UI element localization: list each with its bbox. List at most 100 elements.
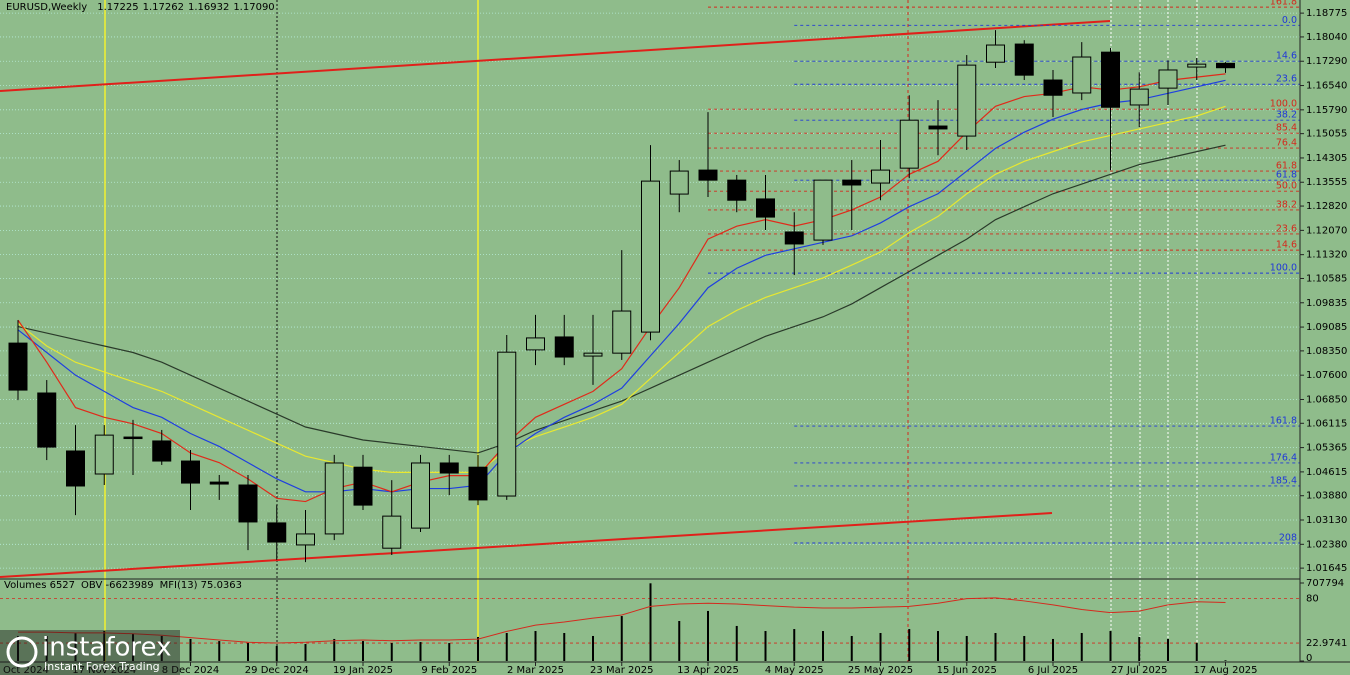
y-tick-label: 1.05365 [1306, 443, 1347, 454]
candle-body [583, 352, 603, 357]
x-tick-label: 2 Mar 2025 [507, 665, 564, 675]
y-tick-label: 1.02380 [1306, 539, 1347, 550]
price: 1.16932 [188, 2, 229, 13]
y-tick-label: 1.12070 [1306, 225, 1347, 236]
x-tick-label: 9 Feb 2025 [421, 665, 477, 675]
candle-body [296, 533, 315, 546]
moving-average [17, 79, 1226, 493]
fib-label: 23.6 [1276, 223, 1297, 234]
channel-line [0, 512, 1053, 578]
fib-label: 208 [1279, 533, 1297, 544]
y-tick-label: 1.15055 [1306, 129, 1347, 140]
candle-body [411, 462, 430, 529]
price: 1.17262 [143, 2, 184, 13]
y-tick-label: 1.12820 [1306, 201, 1347, 212]
fib-label: 38.2 [1276, 110, 1297, 121]
candle-body [181, 460, 200, 484]
candle-body [209, 481, 229, 485]
candle-body [842, 179, 862, 186]
candle-body [382, 515, 402, 549]
logo-backdrop [0, 630, 180, 675]
moving-average [17, 73, 1226, 503]
x-tick-label: 23 Mar 2025 [590, 665, 653, 675]
candle-body [871, 169, 890, 184]
y-tick-label: 1.04615 [1306, 467, 1347, 478]
fib-label: 176.4 [1270, 452, 1297, 463]
x-tick-label: 19 Jan 2025 [333, 665, 393, 675]
candle-body [37, 392, 57, 448]
candle-body [641, 180, 660, 333]
moving-average [17, 105, 1226, 473]
channel-line [0, 20, 1111, 92]
y-tick-label: 1.10585 [1306, 273, 1347, 284]
header: EURUSD,Weekly 1.17225 1.17262 1.16932 1.1709… [6, 2, 275, 13]
candle-body [784, 231, 804, 245]
candle-body [267, 522, 287, 543]
price: 1.17090 [233, 2, 274, 13]
fib-label: 161.8 [1270, 0, 1297, 8]
candle-body [957, 64, 977, 137]
symbol: EURUSD,Weekly [6, 2, 87, 13]
x-tick-label: 25 May 2025 [848, 665, 913, 675]
fib-label: 14.6 [1276, 51, 1297, 62]
y-tick-label: 1.03880 [1306, 491, 1347, 502]
candle-body [899, 119, 919, 169]
y-tick-label: 1.17290 [1306, 56, 1347, 67]
fib-label: 50.0 [1276, 181, 1297, 192]
indicator: MFI(13) 75.0363 [160, 580, 242, 591]
candle-body [1072, 56, 1092, 94]
y-tick-label: 1.06850 [1306, 394, 1347, 405]
lower-tick-label: 80 [1306, 594, 1319, 605]
y-tick-label: 1.09835 [1306, 298, 1347, 309]
fib-label: 61.8 [1276, 170, 1297, 181]
candle-body [554, 336, 574, 358]
candle-body [1043, 79, 1063, 96]
candle-body [986, 44, 1005, 63]
candle-body [1014, 43, 1034, 76]
candle-body [468, 466, 488, 501]
candle-body [1129, 88, 1149, 106]
fib-label: 61.8 [1276, 161, 1297, 172]
y-tick-label: 1.18040 [1306, 32, 1347, 43]
y-tick-label: 1.14305 [1306, 153, 1347, 164]
candle-body [152, 440, 172, 462]
y-tick-label: 1.16540 [1306, 81, 1347, 92]
lower-tick-label: 0 [1306, 653, 1312, 664]
x-tick-label: 15 Jun 2025 [937, 665, 997, 675]
candle-body [324, 462, 344, 535]
x-tick-label: 8 Dec 2024 [162, 665, 220, 675]
x-tick-label: 4 May 2025 [765, 665, 824, 675]
candle-body [1216, 62, 1235, 69]
candle-body [497, 351, 517, 497]
fib-label: 14.6 [1276, 240, 1297, 251]
candle-body [1158, 69, 1178, 89]
moving-average [17, 144, 1226, 454]
y-tick-label: 1.06115 [1306, 418, 1347, 429]
y-tick-label: 1.15790 [1306, 105, 1347, 116]
candle-body [727, 179, 747, 201]
candle-body [66, 450, 85, 487]
candle-body [928, 125, 948, 130]
fib-label: 85.4 [1276, 123, 1297, 134]
y-tick-label: 1.09085 [1306, 322, 1347, 333]
candle-body [353, 466, 373, 506]
y-tick-label: 1.07600 [1306, 370, 1347, 381]
candle-body [698, 169, 718, 181]
candle-body [756, 198, 775, 218]
candle-body [439, 462, 459, 474]
fib-label: 161.8 [1270, 416, 1297, 427]
y-tick-label: 1.08350 [1306, 346, 1347, 357]
fib-label: 100.0 [1270, 263, 1297, 274]
candle-body [1101, 51, 1120, 108]
logo-icon [6, 636, 38, 668]
candle-body [123, 436, 143, 440]
y-tick-label: 1.01645 [1306, 563, 1347, 574]
logo-tagline: Instant Forex Trading [44, 660, 160, 673]
indicator-header: Volumes 6527 OBV -6623989 MFI(13) 75.0363 [4, 580, 242, 591]
y-tick-label: 1.13555 [1306, 177, 1347, 188]
candle-body [94, 434, 114, 475]
logo: instaforex Instant Forex Trading [0, 630, 180, 675]
